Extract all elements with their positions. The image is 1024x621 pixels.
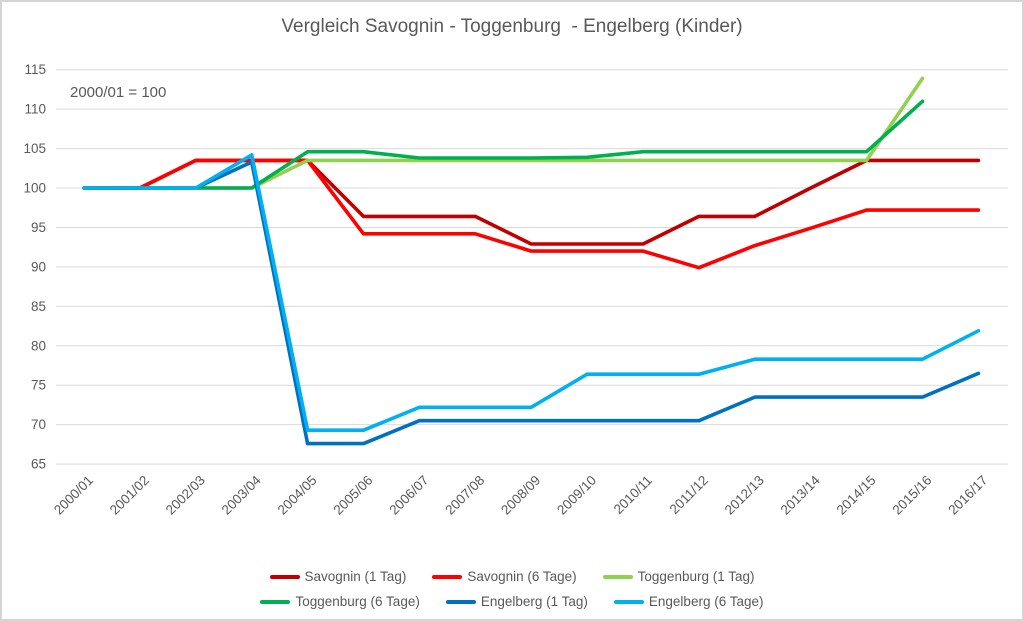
series-line-toggenburg-1-tag (82, 76, 925, 190)
y-tick-label-80: 80 (31, 338, 46, 353)
legend-label: Engelberg (1 Tag) (480, 594, 588, 609)
legend-item-savognin-6-tage: Savognin (6 Tage) (432, 569, 577, 584)
legend-row-1: Savognin (1 Tag) Savognin (6 Tage) Togge… (269, 569, 755, 584)
legend-swatch-savognin-6-tage-icon (432, 574, 463, 579)
legend-label: Engelberg (6 Tage) (648, 594, 764, 609)
legend-label: Toggenburg (6 Tage) (295, 594, 420, 609)
y-tick-label-85: 85 (31, 299, 46, 314)
x-tick-label-2001-02: 2001/02 (107, 473, 152, 518)
legend-item-savognin-1-tag: Savognin (1 Tag) (269, 569, 407, 584)
y-tick-label-95: 95 (31, 220, 46, 235)
x-tick-label-2005-06: 2005/06 (330, 473, 375, 518)
series-line-engelberg-6-tage (82, 153, 981, 432)
baseline-annotation: 2000/01 = 100 (70, 84, 167, 101)
legend-item-engelberg-1-tag: Engelberg (1 Tag) (445, 594, 588, 609)
y-tick-label-110: 110 (24, 102, 46, 117)
legend-item-toggenburg-6-tage: Toggenburg (6 Tage) (260, 594, 420, 609)
x-tick-label-2011-12: 2011/12 (667, 473, 711, 517)
series-line-savognin-6-tage (82, 158, 981, 270)
x-tick-label-2004-05: 2004/05 (275, 473, 320, 518)
y-tick-label-115: 115 (24, 62, 46, 77)
x-tick-label-2012-13: 2012/13 (722, 473, 767, 518)
x-tick-label-2013-14: 2013/14 (778, 472, 823, 517)
series-line-engelberg-1-tag (82, 160, 981, 446)
legend-label: Savognin (6 Tage) (467, 569, 577, 584)
y-tick-label-65: 65 (31, 457, 46, 472)
y-tick-label-70: 70 (31, 417, 46, 432)
x-tick-label-2003-04: 2003/04 (219, 472, 264, 517)
legend-item-engelberg-6-tage: Engelberg (6 Tage) (613, 594, 764, 609)
y-tick-label-105: 105 (23, 141, 46, 156)
legend-label: Savognin (1 Tag) (304, 569, 407, 584)
series-line-toggenburg-6-tage (82, 99, 925, 190)
legend-swatch-engelberg-1-tag-icon (445, 599, 476, 604)
legend-swatch-toggenburg-6-tage-icon (260, 599, 291, 604)
legend-swatch-savognin-1-tag-icon (269, 574, 300, 579)
x-tick-label-2000-01: 2000/01 (51, 473, 96, 518)
legend: Savognin (1 Tag) Savognin (6 Tage) Togge… (2, 569, 1022, 609)
y-tick-label-100: 100 (23, 181, 46, 196)
legend-item-toggenburg-1-tag: Toggenburg (1 Tag) (602, 569, 755, 584)
x-tick-label-2010-11: 2010/11 (611, 473, 655, 517)
y-tick-label-90: 90 (31, 259, 46, 274)
y-tick-label-75: 75 (31, 378, 46, 393)
legend-swatch-engelberg-6-tage-icon (613, 599, 644, 604)
legend-swatch-toggenburg-1-tag-icon (602, 574, 633, 579)
x-tick-label-2006-07: 2006/07 (386, 473, 431, 518)
plot-area: 65 70 75 80 85 90 95 100 105 110 115 2000/01 2001/02… (23, 62, 1008, 518)
x-tick-label-2007-08: 2007/08 (442, 473, 487, 518)
chart-title: Vergleich Savognin - Toggenburg - Engelb… (281, 16, 743, 37)
x-tick-label-2002-03: 2002/03 (163, 473, 208, 518)
legend-label: Toggenburg (1 Tag) (637, 569, 755, 584)
x-tick-label-2015-16: 2015/16 (889, 473, 934, 518)
x-tick-label-2014-15: 2014/15 (834, 473, 879, 518)
x-tick-label-2016-17: 2016/17 (945, 473, 990, 518)
legend-row-2: Toggenburg (6 Tage) Engelberg (1 Tag) En… (260, 594, 764, 609)
x-tick-label-2008-09: 2008/09 (498, 473, 543, 518)
x-tick-label-2009-10: 2009/10 (554, 473, 599, 518)
